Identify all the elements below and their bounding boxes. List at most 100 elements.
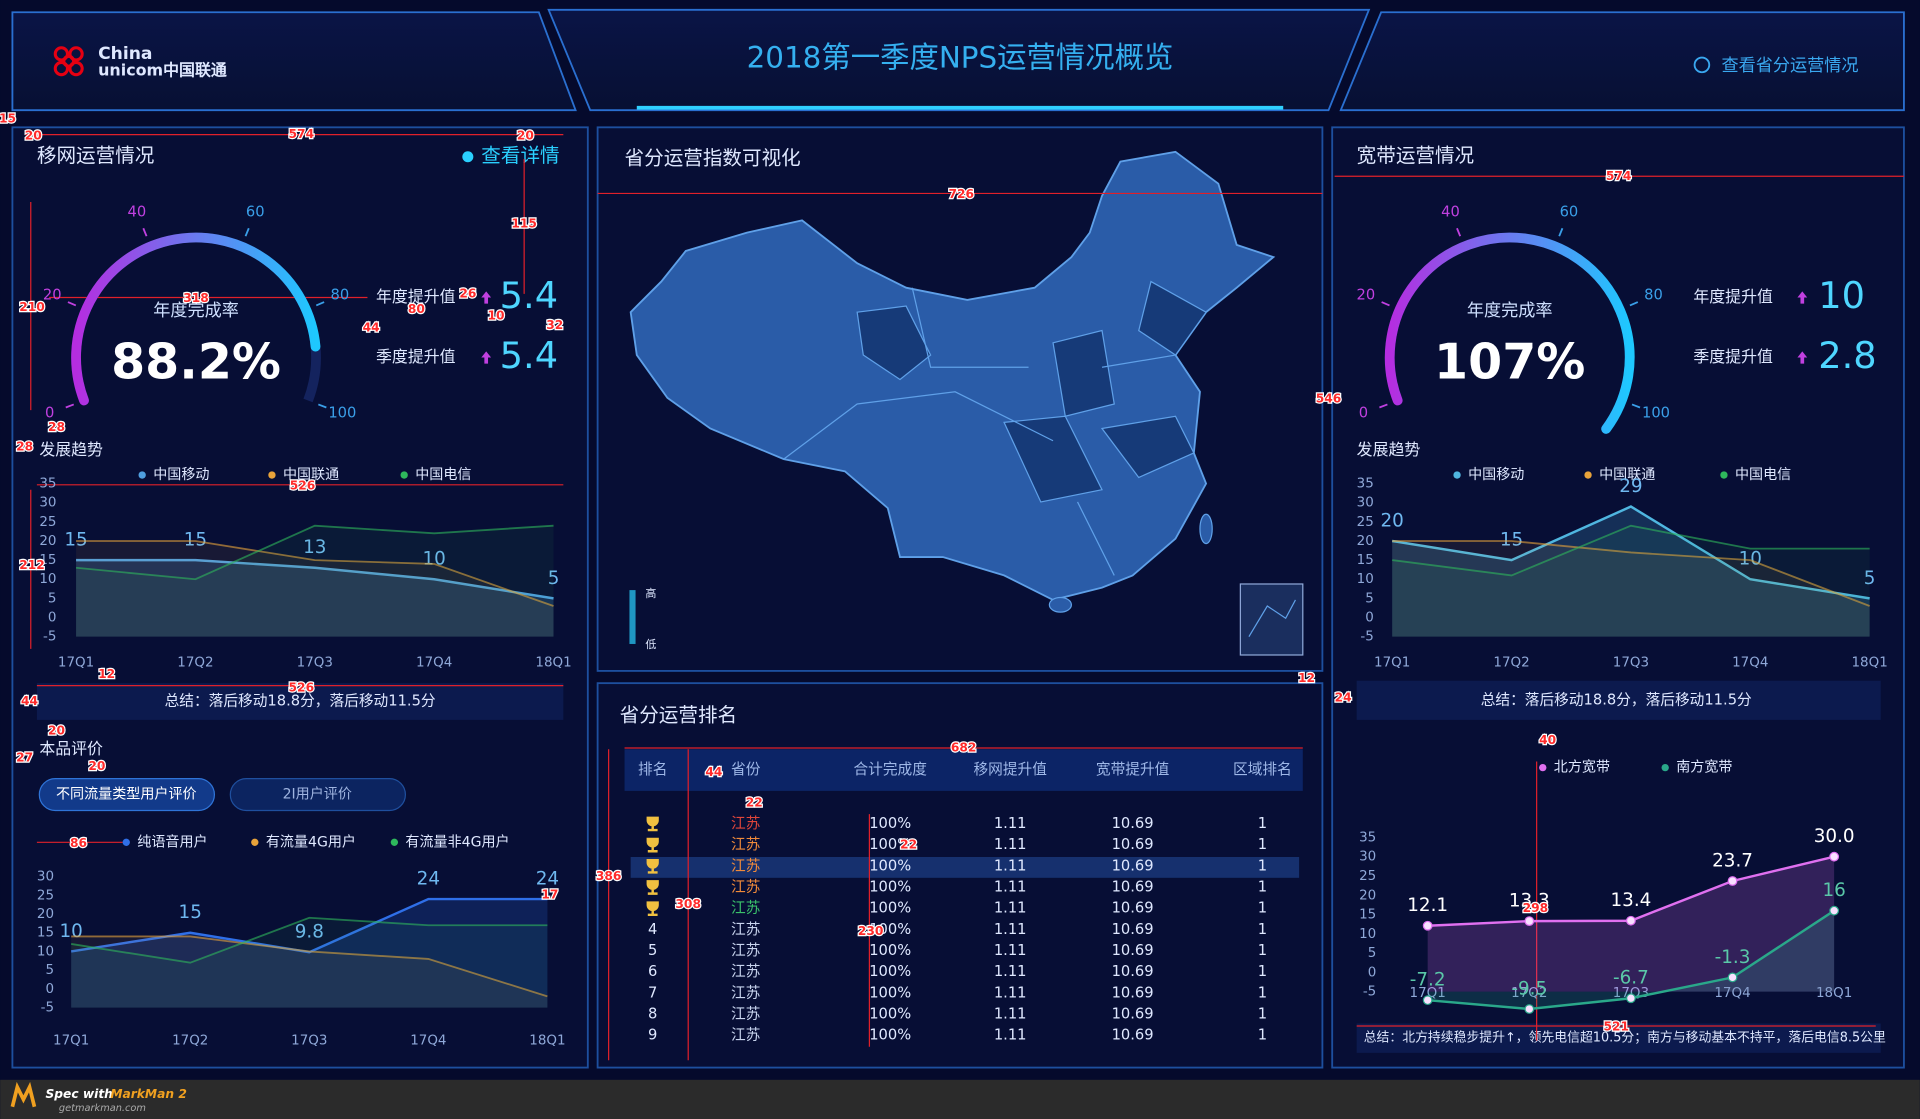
series-area xyxy=(71,917,548,1008)
data-label: 20 xyxy=(1380,510,1403,531)
measure-label: 726 xyxy=(948,187,974,201)
measure-label: 20 xyxy=(88,759,105,773)
gauge-tick-label: 100 xyxy=(1642,405,1670,422)
data-label: 15 xyxy=(184,530,207,551)
gauge-tick xyxy=(1629,301,1639,307)
summary-box xyxy=(36,683,564,720)
table-cell: 1.11 xyxy=(994,963,1027,980)
y-tick-label: 0 xyxy=(1368,965,1377,980)
measure-label: 308 xyxy=(675,897,701,911)
table-cell: 1.11 xyxy=(994,984,1027,1001)
point xyxy=(1524,916,1535,926)
y-tick-label: -5 xyxy=(1363,985,1376,1000)
table-cell: 1 xyxy=(1258,815,1267,832)
stat-label: 年度提升值 xyxy=(1693,287,1773,306)
data-label: 30.0 xyxy=(1814,826,1855,847)
gauge-tick-label: 40 xyxy=(1441,203,1460,220)
legend-dot xyxy=(1539,763,1547,772)
measure-label: 546 xyxy=(1316,392,1342,406)
table-cell: 100% xyxy=(869,857,911,874)
x-tick-label: 17Q1 xyxy=(1374,655,1410,670)
measure-label: 682 xyxy=(951,741,977,755)
table-cell: 江苏 xyxy=(731,900,760,917)
legend-label: 中国电信 xyxy=(415,467,471,483)
data-label: 23.7 xyxy=(1712,850,1753,871)
table-cell: 1.11 xyxy=(994,900,1027,917)
y-tick-label: 25 xyxy=(1357,515,1374,530)
table-cell: 1.11 xyxy=(994,836,1027,853)
point xyxy=(1524,1004,1535,1014)
measure-label: 521 xyxy=(1603,1020,1629,1034)
link-icon xyxy=(462,151,474,163)
y-tick-label: 10 xyxy=(1357,572,1374,587)
table-cell: 10.69 xyxy=(1112,942,1154,959)
table-cell: 1.11 xyxy=(994,815,1027,832)
detail-link[interactable]: 查看详情 xyxy=(481,144,559,167)
table-cell: 1.11 xyxy=(994,942,1027,959)
data-label: 15 xyxy=(179,902,202,923)
tab[interactable] xyxy=(229,778,407,812)
gauge-tick xyxy=(315,301,325,307)
trophy-icon xyxy=(646,858,659,874)
chart-title: 发展趋势 xyxy=(39,440,103,459)
logo-icon xyxy=(53,46,84,77)
measure-label: 86 xyxy=(70,836,87,850)
x-tick-label: 18Q1 xyxy=(1852,655,1888,670)
legend-label: 有流量4G用户 xyxy=(266,833,356,850)
chart-title: 发展趋势 xyxy=(1357,440,1421,459)
panel-mobile xyxy=(11,126,589,1069)
tab-active[interactable] xyxy=(38,778,216,812)
table-cell: 10.69 xyxy=(1112,921,1154,938)
y-tick-label: 0 xyxy=(48,611,57,626)
up-arrow xyxy=(1797,291,1808,304)
panel-title: 省分运营排名 xyxy=(620,704,737,727)
data-label: 13 xyxy=(303,537,326,558)
legend-label: 中国电信 xyxy=(1735,467,1791,483)
table-cell: 10.69 xyxy=(1112,963,1154,980)
measure-label: 20 xyxy=(25,128,42,142)
footer-logo xyxy=(10,1081,37,1108)
y-tick-label: 5 xyxy=(48,591,57,606)
measure-label: 44 xyxy=(363,321,380,335)
measure-label: 115 xyxy=(511,217,537,231)
footer-bar xyxy=(0,1079,1920,1119)
legend-dot xyxy=(1661,763,1669,772)
tab-label[interactable]: 不同流量类型用户评价 xyxy=(56,786,197,803)
measure-label: 386 xyxy=(596,869,622,883)
up-arrow xyxy=(1797,351,1808,364)
gauge-label: 年度完成率 xyxy=(153,301,239,321)
panel-title: 宽带运营情况 xyxy=(1357,144,1474,167)
gauge-tick-label: 20 xyxy=(43,286,62,303)
data-label: 13.4 xyxy=(1610,890,1651,911)
table-cell: 1 xyxy=(1258,836,1267,853)
header-left xyxy=(11,11,577,112)
column-header: 移网提升值 xyxy=(973,761,1047,778)
stat-value: 5.4 xyxy=(500,334,558,377)
data-label: -6.7 xyxy=(1613,968,1649,989)
x-tick-label: 17Q2 xyxy=(1511,986,1547,1001)
y-tick-label: 0 xyxy=(45,982,54,997)
series-line xyxy=(1392,524,1870,577)
column-header: 省份 xyxy=(731,761,761,778)
series-line xyxy=(71,916,548,964)
point xyxy=(1727,972,1738,983)
point xyxy=(1727,876,1738,886)
legend-label: 北方宽带 xyxy=(1554,759,1610,776)
china-map xyxy=(629,150,1304,656)
column-header: 宽带提升值 xyxy=(1096,761,1170,778)
y-tick-label: 5 xyxy=(45,963,54,978)
series-area xyxy=(1392,540,1870,637)
table-cell: 江苏 xyxy=(731,921,760,938)
measure-label: 574 xyxy=(289,127,315,141)
province-link[interactable]: 查看省分运营情况 xyxy=(1722,56,1859,76)
legend-label: 中国联通 xyxy=(1599,467,1655,483)
footer-product: MarkMan 2 xyxy=(110,1087,187,1101)
tab-label[interactable]: 2I用户评价 xyxy=(283,786,352,803)
table-cell: 1.11 xyxy=(994,857,1027,874)
measure-lines xyxy=(24,134,1904,1061)
point xyxy=(1829,905,1840,916)
stat-value: 10 xyxy=(1818,274,1865,317)
summary: 总结：落后移动18.8分，落后移动11.5分 xyxy=(165,693,436,710)
logo-text: China xyxy=(98,44,152,64)
gauge-tick xyxy=(1379,403,1388,409)
